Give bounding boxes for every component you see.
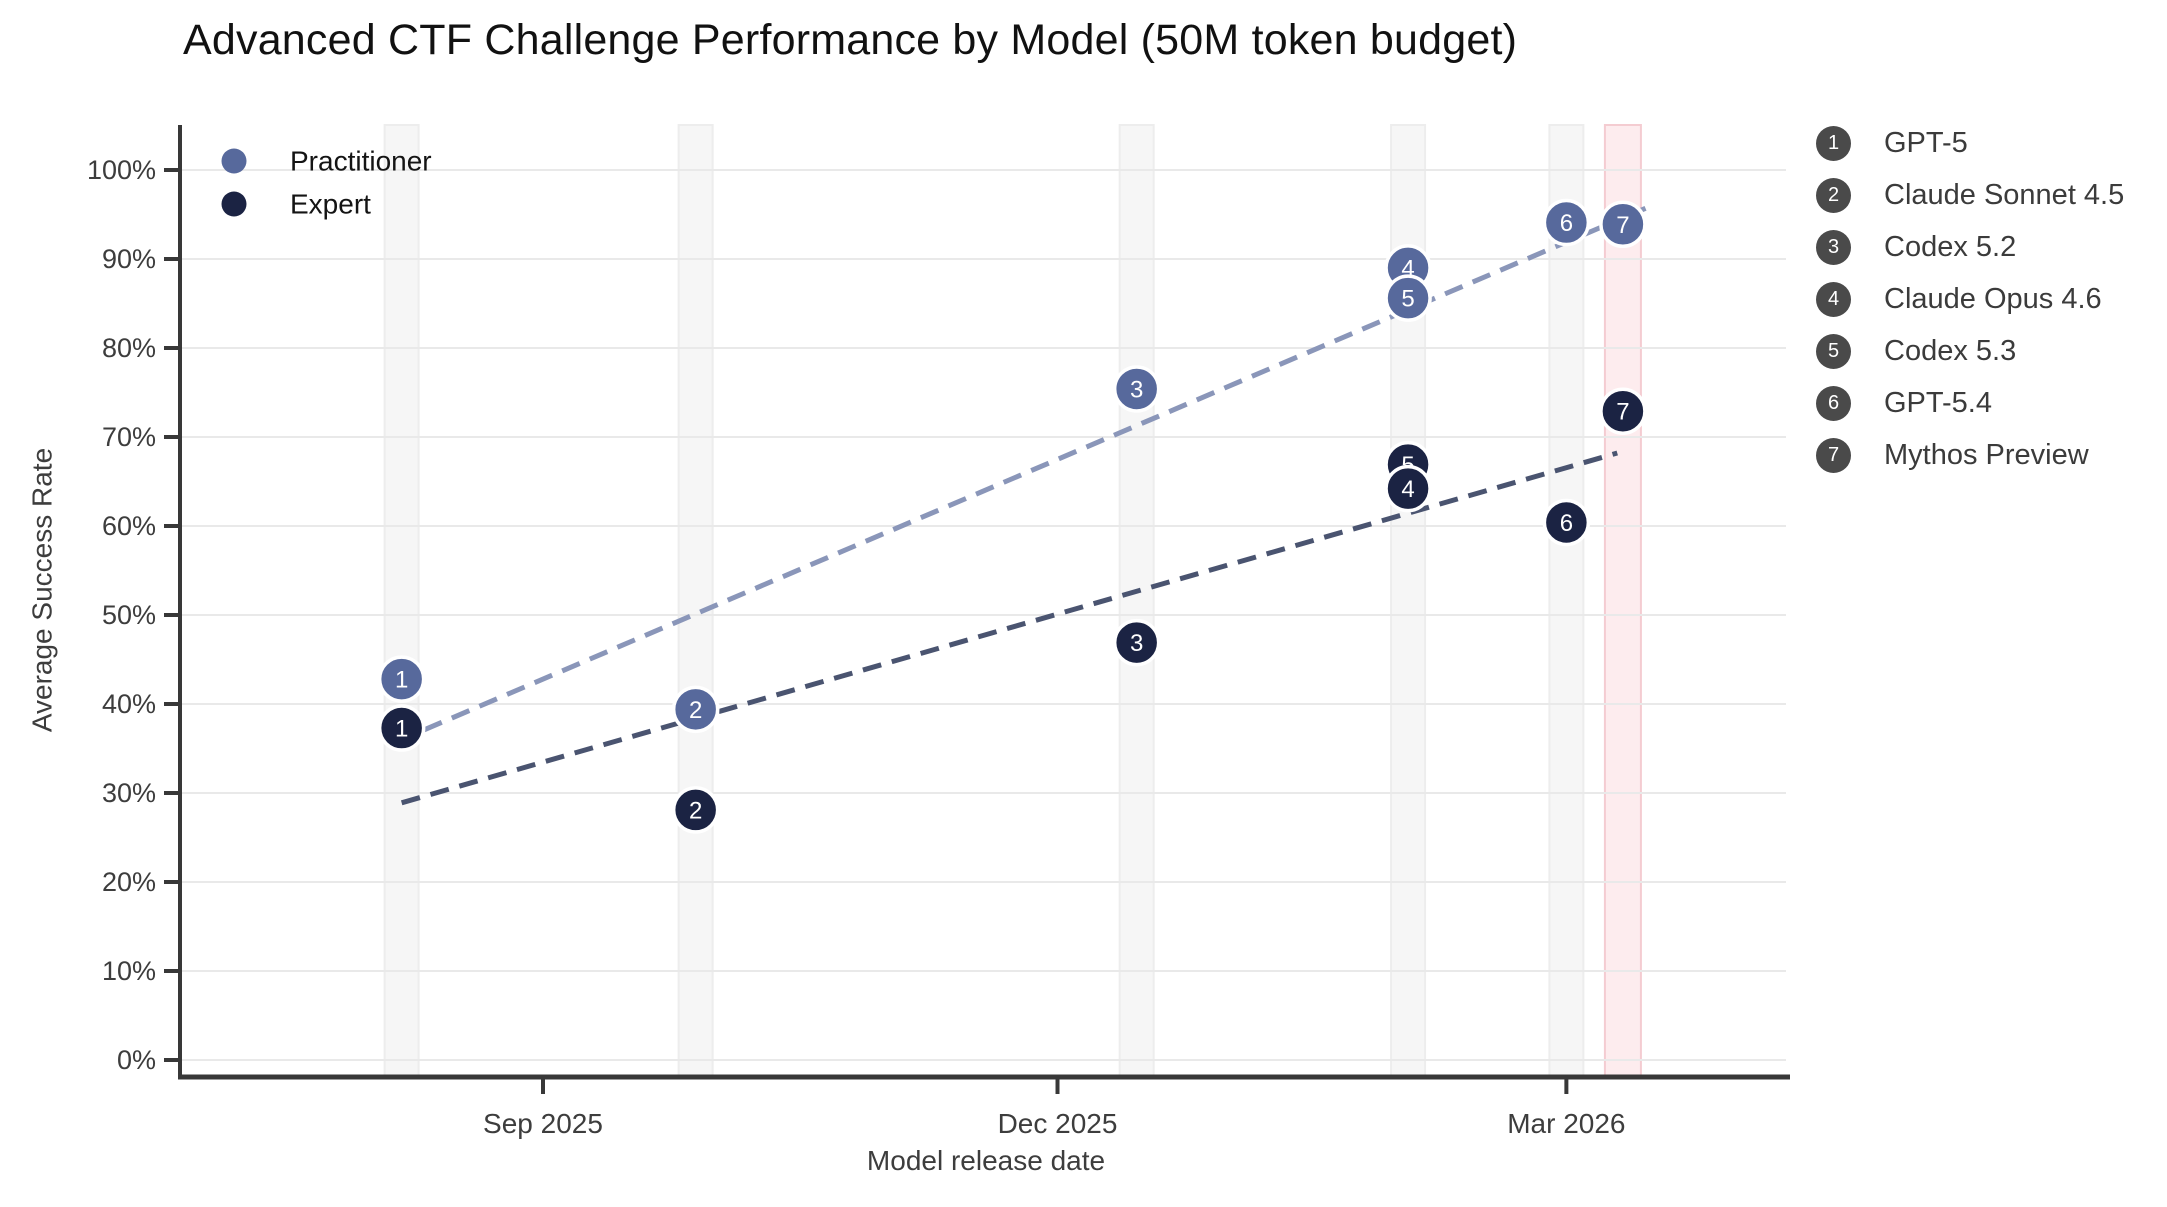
point-marker[interactable] bbox=[1599, 387, 1647, 435]
data-point-practitioner-3[interactable]: 3 bbox=[1112, 365, 1161, 413]
y-tick-label: 0% bbox=[117, 1045, 156, 1075]
data-point-expert-3[interactable]: 3 bbox=[1112, 618, 1161, 667]
point-number-label: 6 bbox=[1560, 510, 1573, 537]
data-point-expert-4[interactable]: 4 bbox=[1384, 464, 1432, 513]
y-tick-label: 100% bbox=[87, 155, 156, 185]
point-number-label: 7 bbox=[1616, 399, 1629, 426]
release-band bbox=[1548, 124, 1585, 1078]
point-marker[interactable] bbox=[671, 786, 720, 834]
point-number-label: 1 bbox=[395, 716, 408, 743]
release-date-bands bbox=[383, 124, 1642, 1078]
axes: 0% 10% 20% 30% 40% 50% 60% 70% 80% 90% 100% Sep 202… bbox=[27, 125, 1790, 1176]
release-band bbox=[1118, 124, 1155, 1078]
model-number-badge: 1 bbox=[1816, 125, 1851, 161]
model-legend-row-6: 6 GPT-5.4 bbox=[1816, 377, 2124, 429]
legend-label: Expert bbox=[290, 189, 371, 220]
legend-label: Practitioner bbox=[290, 146, 432, 177]
data-point-practitioner-6[interactable]: 6 bbox=[1542, 198, 1591, 247]
point-number-label: 2 bbox=[689, 797, 702, 824]
point-marker[interactable] bbox=[1384, 274, 1432, 322]
legend-marker[interactable] bbox=[221, 148, 247, 174]
y-tick-label: 30% bbox=[102, 778, 156, 808]
model-number-badge: 7 bbox=[1816, 437, 1851, 473]
point-number-label: 2 bbox=[689, 697, 702, 724]
model-name-label: Claude Opus 4.6 bbox=[1884, 282, 2102, 315]
point-marker[interactable] bbox=[377, 655, 426, 703]
release-band bbox=[677, 124, 714, 1078]
point-number-label: 3 bbox=[1130, 376, 1143, 403]
model-name-label: Mythos Preview bbox=[1884, 438, 2089, 471]
point-marker[interactable] bbox=[1384, 464, 1432, 513]
point-marker[interactable] bbox=[1542, 198, 1591, 247]
y-axis-title: Average Success Rate bbox=[27, 448, 58, 732]
model-legend-row-5: 5 Codex 5.3 bbox=[1816, 325, 2124, 377]
model-name-label: GPT-5 bbox=[1884, 126, 1968, 159]
model-number-badge: 6 bbox=[1816, 385, 1851, 421]
y-tick-label: 90% bbox=[102, 244, 156, 274]
y-tick-label: 60% bbox=[102, 511, 156, 541]
model-name-label: GPT-5.4 bbox=[1884, 386, 1992, 419]
point-marker[interactable] bbox=[377, 704, 426, 752]
data-point-expert-6[interactable]: 6 bbox=[1542, 498, 1591, 547]
model-number-badge: 4 bbox=[1816, 281, 1851, 317]
model-legend-row-4: 4 Claude Opus 4.6 bbox=[1816, 273, 2124, 325]
y-tick-label: 50% bbox=[102, 600, 156, 630]
model-number-badge: 5 bbox=[1816, 333, 1851, 369]
legend-marker[interactable] bbox=[221, 191, 247, 217]
point-number-label: 1 bbox=[395, 667, 408, 694]
y-tick-label: 70% bbox=[102, 422, 156, 452]
data-point-expert-7[interactable]: 7 bbox=[1599, 387, 1647, 435]
model-legend-row-2: 2 Claude Sonnet 4.5 bbox=[1816, 169, 2124, 221]
point-marker[interactable] bbox=[1112, 618, 1161, 667]
point-marker[interactable] bbox=[1112, 365, 1161, 413]
data-point-expert-2[interactable]: 2 bbox=[671, 786, 720, 834]
model-number-badge: 3 bbox=[1816, 229, 1851, 265]
y-tick-label: 20% bbox=[102, 867, 156, 897]
y-tick-label: 80% bbox=[102, 333, 156, 363]
point-marker[interactable] bbox=[671, 685, 720, 734]
x-tick-label: Mar 2026 bbox=[1507, 1108, 1625, 1139]
chart-title: Advanced CTF Challenge Performance by Mo… bbox=[183, 16, 1518, 64]
highlight-band bbox=[1603, 124, 1642, 1078]
series-legend: Practitioner Expert bbox=[221, 146, 432, 220]
model-name-label: Claude Sonnet 4.5 bbox=[1884, 178, 2125, 211]
x-tick-label: Dec 2025 bbox=[998, 1108, 1118, 1139]
model-legend-row-1: 1 GPT-5 bbox=[1816, 117, 2124, 169]
legend-item-practitioner[interactable]: Practitioner bbox=[221, 146, 432, 177]
point-number-label: 6 bbox=[1560, 210, 1573, 237]
data-points: 67453754631212 bbox=[377, 198, 1647, 834]
y-tick-label: 40% bbox=[102, 689, 156, 719]
data-point-expert-1[interactable]: 1 bbox=[377, 704, 426, 752]
gridlines bbox=[182, 169, 1786, 1061]
point-number-label: 4 bbox=[1401, 476, 1414, 503]
y-tick-label: 10% bbox=[102, 956, 156, 986]
data-point-practitioner-2[interactable]: 2 bbox=[671, 685, 720, 734]
data-point-practitioner-1[interactable]: 1 bbox=[377, 655, 426, 703]
model-number-badge: 2 bbox=[1816, 177, 1851, 213]
legend-item-expert[interactable]: Expert bbox=[221, 189, 372, 220]
x-axis-title: Model release date bbox=[867, 1145, 1105, 1176]
model-name-label: Codex 5.3 bbox=[1884, 334, 2017, 367]
model-name-label: Codex 5.2 bbox=[1884, 230, 2017, 263]
point-number-label: 5 bbox=[1401, 286, 1414, 313]
data-point-practitioner-7[interactable]: 7 bbox=[1599, 200, 1647, 249]
release-band bbox=[383, 124, 420, 1078]
model-legend: 1 GPT-5 2 Claude Sonnet 4.5 3 Codex 5.2 4 Claud… bbox=[1816, 117, 2124, 481]
point-number-label: 3 bbox=[1130, 630, 1143, 657]
trendline-practitioner bbox=[423, 205, 1647, 733]
point-marker[interactable] bbox=[1542, 498, 1591, 547]
point-number-label: 7 bbox=[1616, 212, 1629, 239]
x-tick-label: Sep 2025 bbox=[483, 1108, 603, 1139]
model-legend-row-3: 3 Codex 5.2 bbox=[1816, 221, 2124, 273]
point-marker[interactable] bbox=[1599, 200, 1647, 249]
data-point-practitioner-5[interactable]: 5 bbox=[1384, 274, 1432, 322]
model-legend-row-7: 7 Mythos Preview bbox=[1816, 429, 2124, 481]
